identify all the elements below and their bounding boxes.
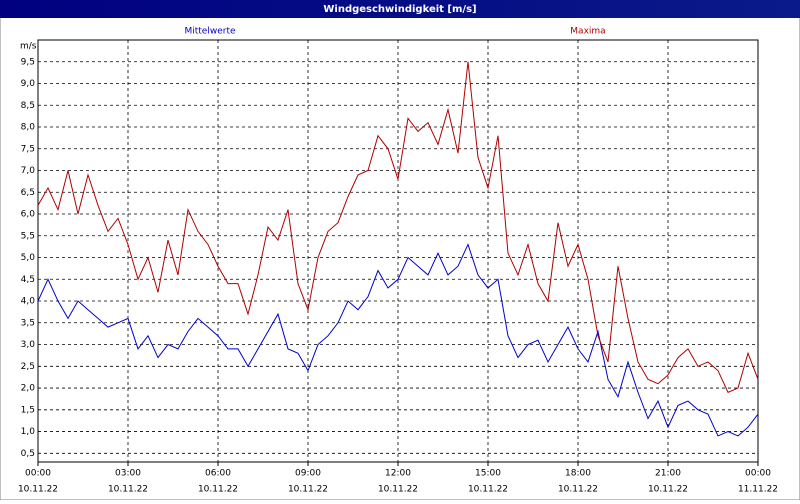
legend-entry: Maxima <box>570 27 605 37</box>
y-axis-label: m/s <box>20 42 37 52</box>
data-line <box>37 243 759 437</box>
legend-entry: Mittelwerte <box>184 27 235 37</box>
x-tick-date: 10.11.22 <box>648 485 688 495</box>
x-tick-date: 10.11.22 <box>18 485 58 495</box>
y-tick-label: 4,0 <box>21 297 36 307</box>
y-tick-label: 2,5 <box>21 362 35 372</box>
x-tick-label: 12:00 <box>385 469 411 479</box>
y-tick-label: 0,5 <box>21 449 35 459</box>
title-bar <box>0 0 800 18</box>
y-tick-label: 9,5 <box>21 57 35 67</box>
y-tick-label: 6,0 <box>21 210 36 220</box>
x-tick-label: 06:00 <box>205 469 231 479</box>
x-tick-label: 03:00 <box>115 469 141 479</box>
x-tick-date: 10.11.22 <box>288 485 328 495</box>
x-tick-date: 10.11.22 <box>108 485 148 495</box>
y-tick-label: 1,5 <box>21 405 35 415</box>
chart-title: Windgeschwindigkeit [m/s] <box>323 4 476 15</box>
data-line <box>37 61 759 394</box>
y-tick-label: 5,5 <box>21 231 35 241</box>
x-tick-date: 10.11.22 <box>558 485 598 495</box>
x-tick-date: 11.11.22 <box>738 485 778 495</box>
y-tick-label: 8,5 <box>21 101 35 111</box>
x-tick-label: 00:00 <box>25 469 51 479</box>
y-tick-label: 8,0 <box>21 123 36 133</box>
plot-frame <box>37 39 759 463</box>
x-tick-date: 10.11.22 <box>378 485 418 495</box>
x-tick-label: 00:00 <box>745 469 771 479</box>
y-tick-label: 9,0 <box>21 79 36 89</box>
x-tick-label: 09:00 <box>295 469 321 479</box>
y-tick-label: 4,5 <box>21 275 35 285</box>
x-tick-label: 15:00 <box>475 469 501 479</box>
x-tick-label: 18:00 <box>565 469 591 479</box>
y-tick-label: 1,0 <box>21 427 36 437</box>
x-tick-label: 21:00 <box>655 469 681 479</box>
x-tick-date: 10.11.22 <box>198 485 238 495</box>
y-tick-label: 2,0 <box>21 384 36 394</box>
x-tick-date: 10.11.22 <box>468 485 508 495</box>
y-tick-label: 5,0 <box>21 253 36 263</box>
y-tick-label: 7,5 <box>21 144 35 154</box>
y-tick-label: 6,5 <box>21 188 35 198</box>
y-tick-label: 3,5 <box>21 318 35 328</box>
y-tick-label: 3,0 <box>21 340 36 350</box>
y-tick-label: 7,0 <box>21 166 36 176</box>
